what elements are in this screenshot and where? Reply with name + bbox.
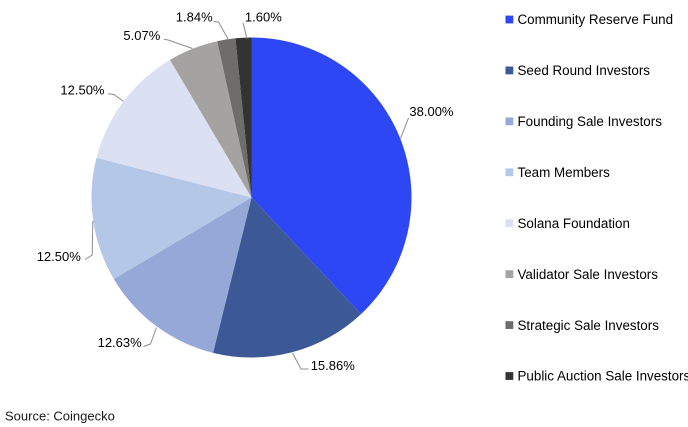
svg-text:Source: Coingecko: Source: Coingecko [5, 409, 115, 424]
svg-text:Founding Sale Investors: Founding Sale Investors [518, 114, 663, 129]
svg-text:12.63%: 12.63% [98, 335, 143, 350]
svg-text:Strategic Sale Investors: Strategic Sale Investors [518, 318, 660, 333]
svg-text:Seed Round Investors: Seed Round Investors [518, 63, 651, 78]
svg-text:Public Auction Sale Investors: Public Auction Sale Investors [518, 369, 688, 384]
svg-text:12.50%: 12.50% [60, 83, 105, 98]
svg-text:Community Reserve Fund: Community Reserve Fund [518, 12, 674, 27]
svg-text:12.50%: 12.50% [37, 249, 82, 264]
svg-text:15.86%: 15.86% [311, 358, 356, 373]
svg-text:38.00%: 38.00% [409, 104, 454, 119]
svg-text:1.84%: 1.84% [176, 9, 213, 24]
svg-text:1.60%: 1.60% [245, 9, 282, 24]
svg-text:Solana Foundation: Solana Foundation [518, 216, 630, 231]
svg-text:Validator Sale Investors: Validator Sale Investors [518, 267, 659, 282]
svg-text:5.07%: 5.07% [123, 28, 160, 43]
svg-text:Team Members: Team Members [518, 165, 611, 180]
